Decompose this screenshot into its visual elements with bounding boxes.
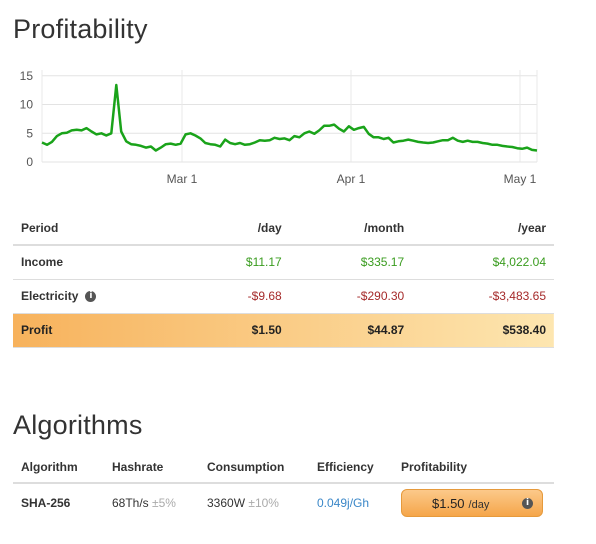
algo-hashrate: 68Th/s bbox=[112, 496, 149, 510]
profit-row: Profit $1.50 $44.87 $538.40 bbox=[13, 313, 554, 348]
income-row: Income $11.17 $335.17 $4,022.04 bbox=[13, 245, 554, 280]
algo-table-header: Algorithm Hashrate Consumption Efficienc… bbox=[13, 452, 554, 484]
algo-hashrate-cell: 68Th/s ±5% bbox=[104, 483, 199, 522]
x-axis-labels: Mar 1 Apr 1 May 1 bbox=[167, 172, 537, 186]
algorithms-table: Algorithm Hashrate Consumption Efficienc… bbox=[13, 452, 554, 522]
income-year: $4,022.04 bbox=[412, 245, 554, 280]
header-period: Period bbox=[13, 211, 190, 246]
profitability-title: Profitability bbox=[13, 14, 148, 44]
header-day: /day bbox=[189, 211, 290, 246]
algo-name: SHA-256 bbox=[21, 496, 71, 510]
y-axis-labels: 15 10 5 0 bbox=[20, 69, 34, 169]
profit-table: Period /day /month /year Income $11.17 $… bbox=[13, 211, 554, 348]
profit-day: $1.50 bbox=[189, 313, 290, 348]
income-day: $11.17 bbox=[189, 245, 290, 280]
electricity-label: Electricity bbox=[21, 289, 79, 303]
algo-profitability-cell: $1.50/day i bbox=[393, 483, 554, 522]
algo-row: SHA-256 68Th/s ±5% 3360W ±10% 0.049j/Gh … bbox=[13, 483, 554, 522]
x-tick-label: May 1 bbox=[504, 172, 537, 186]
profitability-amount: $1.50 bbox=[432, 495, 465, 511]
profit-series-line bbox=[41, 83, 538, 152]
profit-table-header: Period /day /month /year bbox=[13, 211, 554, 246]
profitability-chart: 15 10 5 0 Mar 1 Apr 1 May 1 bbox=[20, 69, 538, 186]
profitability-button[interactable]: $1.50/day i bbox=[401, 489, 543, 517]
y-tick-label: 10 bbox=[20, 98, 34, 112]
profit-label: Profit bbox=[13, 313, 190, 348]
info-circle-icon[interactable]: i bbox=[522, 497, 533, 509]
electricity-row: Electricity i -$9.68 -$290.30 -$3,483.65 bbox=[13, 279, 554, 314]
electricity-cell: Electricity i bbox=[13, 279, 190, 314]
x-tick-label: Apr 1 bbox=[337, 172, 366, 186]
profit-month: $44.87 bbox=[289, 313, 413, 348]
header-profitability: Profitability bbox=[393, 452, 554, 484]
profit-year: $538.40 bbox=[412, 313, 554, 348]
profitability-value: $1.50/day bbox=[414, 496, 489, 511]
y-tick-label: 5 bbox=[26, 126, 33, 140]
income-label: Income bbox=[13, 245, 190, 280]
profitability-unit: /day bbox=[468, 498, 490, 511]
income-month: $335.17 bbox=[289, 245, 413, 280]
electricity-month: -$290.30 bbox=[289, 279, 413, 314]
header-algorithm: Algorithm bbox=[13, 452, 104, 484]
y-tick-label: 0 bbox=[26, 155, 33, 169]
algorithms-title: Algorithms bbox=[13, 410, 143, 440]
header-consumption: Consumption bbox=[199, 452, 309, 484]
header-year: /year bbox=[412, 211, 554, 246]
header-efficiency: Efficiency bbox=[309, 452, 393, 484]
algo-efficiency: 0.049j/Gh bbox=[317, 496, 370, 510]
header-hashrate: Hashrate bbox=[104, 452, 199, 484]
algo-consumption: 3360W bbox=[207, 496, 246, 510]
algo-consumption-tolerance: ±10% bbox=[248, 496, 279, 510]
chart-grid bbox=[41, 70, 538, 163]
algo-consumption-cell: 3360W ±10% bbox=[199, 483, 309, 522]
electricity-day: -$9.68 bbox=[189, 279, 290, 314]
electricity-year: -$3,483.65 bbox=[412, 279, 554, 314]
info-circle-icon[interactable]: i bbox=[85, 291, 97, 303]
x-tick-label: Mar 1 bbox=[167, 172, 198, 186]
y-tick-label: 15 bbox=[20, 69, 34, 83]
header-month: /month bbox=[289, 211, 413, 246]
algo-hashrate-tolerance: ±5% bbox=[152, 496, 176, 510]
